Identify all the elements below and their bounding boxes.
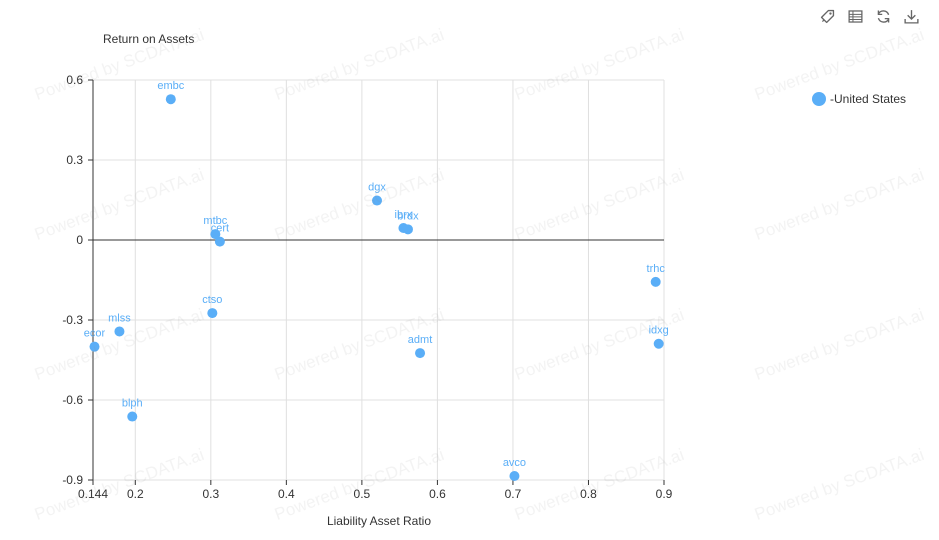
x-tick-label: 0.7 (505, 487, 522, 501)
point-label-ctso: ctso (202, 294, 222, 306)
refresh-icon (877, 9, 889, 23)
save-image-button[interactable] (901, 6, 921, 26)
restore-button[interactable] (873, 6, 893, 26)
tag-icon (820, 9, 834, 23)
y-tick-label: 0 (76, 233, 83, 247)
point-label-ecor: ecor (84, 328, 106, 340)
legend-marker (812, 92, 826, 106)
scatter-point-dgx[interactable] (371, 195, 382, 206)
download-icon (903, 9, 919, 24)
axes: 0.144 0.2 0.3 0.4 0.5 0.6 0.7 0.8 0.9 0.6 0.3 0 -0.3… (62, 73, 672, 501)
table-view-icon (847, 9, 863, 23)
x-tick-label: 0.4 (278, 487, 295, 501)
y-axis-title: Return on Assets (103, 32, 195, 46)
y-tick-label: 0.6 (66, 73, 83, 87)
x-tick-label: 0.3 (202, 487, 219, 501)
point-label-trhc: trhc (647, 263, 666, 275)
point-label-cert: cert (211, 223, 229, 235)
legend-item-united-states[interactable]: -United States (812, 92, 906, 106)
scatter-point-idxg[interactable] (653, 338, 664, 349)
legend-label: -United States (830, 92, 907, 106)
scatter-point-avco[interactable] (509, 471, 520, 481)
scatter-point-ctso[interactable] (207, 308, 218, 319)
point-label-idxg: idxg (649, 325, 669, 337)
y-tick-label: -0.9 (62, 473, 83, 487)
x-axis-title: Liability Asset Ratio (326, 514, 432, 528)
data-view-button[interactable] (845, 6, 865, 26)
scatter-point-embc[interactable] (165, 94, 176, 105)
scatter-point-blph[interactable] (127, 411, 138, 422)
scatter-point-mlss[interactable] (114, 326, 125, 337)
x-tick-label: 0.5 (354, 487, 371, 501)
point-label-embc: embc (157, 80, 184, 92)
chart-toolbar (817, 6, 921, 26)
x-tick-label: 0.2 (127, 487, 144, 501)
y-tick-label: -0.6 (62, 393, 83, 407)
scatter-point-trhc[interactable] (650, 276, 661, 287)
x-tick-label: 0.6 (429, 487, 446, 501)
x-tick-label: 0.144 (78, 487, 108, 501)
scatter-point-ecor[interactable] (89, 341, 100, 352)
point-label-ibrx: ibrx (395, 209, 413, 221)
scatter-point-mtbc[interactable] (210, 229, 221, 240)
point-label-mtbc: mtbc (203, 215, 227, 227)
data-points (89, 94, 664, 481)
y-tick-label: -0.3 (62, 313, 83, 327)
grid (92, 79, 665, 481)
point-label-brdx: brdx (397, 210, 419, 222)
point-label-avco: avco (503, 457, 526, 469)
scatter-point-cert[interactable] (214, 236, 225, 247)
scatter-point-admt[interactable] (415, 348, 426, 359)
y-tick-label: 0.3 (66, 153, 83, 167)
x-tick-label: 0.9 (656, 487, 673, 501)
point-label-blph: blph (122, 398, 143, 410)
x-tick-label: 0.8 (580, 487, 597, 501)
point-label-dgx: dgx (368, 182, 386, 194)
tag-button[interactable] (817, 6, 837, 26)
point-label-admt: admt (408, 334, 432, 346)
scatter-point-ibrx[interactable] (398, 223, 409, 233)
point-label-mlss: mlss (108, 312, 131, 324)
